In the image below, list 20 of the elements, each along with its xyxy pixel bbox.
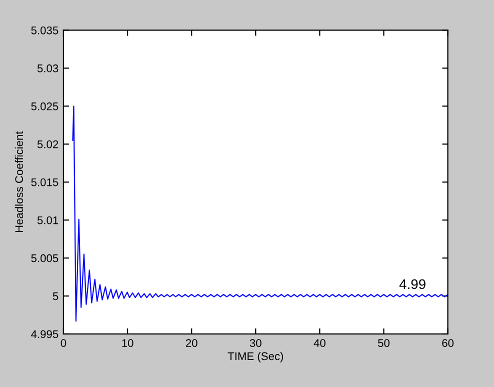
y-tick-label: 5.025 bbox=[31, 102, 58, 110]
x-tick-label: 30 bbox=[250, 339, 262, 348]
y-tick-label: 5.02 bbox=[37, 140, 58, 148]
x-tick-label: 40 bbox=[314, 339, 326, 348]
x-tick-label: 60 bbox=[442, 339, 454, 348]
y-tick-label: 4.995 bbox=[31, 330, 58, 338]
y-tick-label: 5.015 bbox=[31, 178, 58, 186]
y-tick-label: 5.005 bbox=[31, 254, 58, 262]
x-tick-label: 10 bbox=[122, 339, 134, 348]
line-series bbox=[72, 106, 448, 322]
y-tick-label: 5.03 bbox=[37, 64, 58, 72]
y-tick-label: 5.035 bbox=[31, 26, 58, 34]
y-axis-title: Headloss Coefficient bbox=[14, 131, 24, 232]
x-tick-label: 20 bbox=[186, 339, 198, 348]
annotation: 4.99 bbox=[399, 279, 426, 290]
x-axis-title: TIME (Sec) bbox=[228, 352, 284, 362]
y-tick-label: 5 bbox=[52, 292, 58, 300]
y-tick-label: 5.01 bbox=[37, 216, 58, 224]
x-tick-label: 50 bbox=[378, 339, 390, 348]
x-tick-label: 0 bbox=[60, 339, 66, 348]
